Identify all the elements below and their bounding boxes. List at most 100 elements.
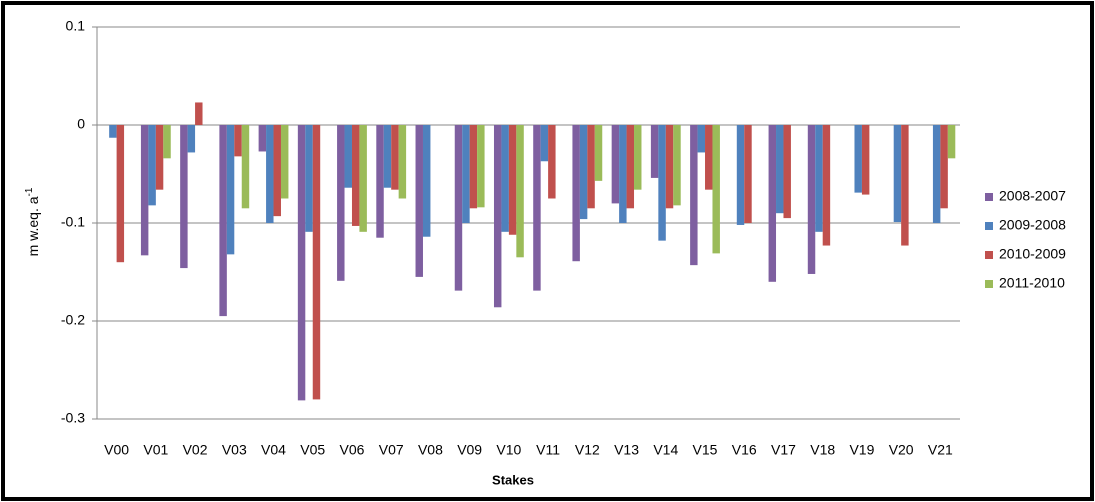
bar bbox=[148, 125, 156, 206]
bar bbox=[807, 125, 816, 274]
bar bbox=[540, 125, 549, 162]
bar bbox=[932, 125, 941, 223]
x-tick-label: V11 bbox=[536, 442, 560, 458]
bar bbox=[634, 125, 642, 190]
bar bbox=[650, 125, 659, 178]
x-axis-title: Stakes bbox=[492, 472, 534, 487]
bar bbox=[297, 125, 306, 401]
bar bbox=[893, 125, 902, 223]
bar bbox=[822, 125, 831, 246]
bar bbox=[768, 125, 777, 282]
x-tick-label: V05 bbox=[300, 442, 325, 458]
bar bbox=[337, 125, 345, 281]
bar bbox=[572, 125, 580, 262]
bar bbox=[815, 125, 823, 232]
bar bbox=[665, 125, 674, 209]
bar bbox=[712, 125, 720, 254]
bar bbox=[579, 125, 588, 220]
x-tick-label: V16 bbox=[732, 442, 757, 458]
legend-swatch bbox=[985, 280, 993, 288]
bar bbox=[376, 125, 384, 238]
bar bbox=[391, 125, 399, 190]
x-tick-label: V17 bbox=[771, 442, 796, 458]
x-tick-label: V08 bbox=[418, 442, 443, 458]
bar bbox=[690, 125, 698, 266]
legend-swatch bbox=[985, 222, 993, 230]
x-tick-label: V19 bbox=[849, 442, 874, 458]
y-axis-title: m w.eq. a-1 bbox=[24, 187, 41, 256]
bar bbox=[109, 125, 117, 138]
legend-label: 2009-2008 bbox=[999, 217, 1066, 233]
x-tick-label: V12 bbox=[575, 442, 600, 458]
legend-label: 2011-2010 bbox=[999, 275, 1065, 291]
bar bbox=[140, 125, 149, 256]
bar bbox=[705, 125, 713, 190]
bar bbox=[344, 125, 352, 188]
bar bbox=[180, 125, 188, 269]
bar bbox=[383, 125, 392, 188]
bar bbox=[155, 125, 164, 190]
bar bbox=[587, 125, 595, 209]
bar bbox=[516, 125, 524, 258]
bar bbox=[477, 125, 485, 208]
bar bbox=[422, 125, 431, 237]
bar bbox=[501, 125, 509, 232]
y-tick-label: 0 bbox=[77, 116, 85, 132]
x-tick-label: V09 bbox=[457, 442, 482, 458]
x-tick-label: V02 bbox=[183, 442, 208, 458]
bar bbox=[736, 125, 745, 225]
bar bbox=[234, 125, 242, 157]
bar bbox=[266, 125, 274, 223]
bar bbox=[783, 125, 791, 219]
bar bbox=[533, 125, 541, 291]
bar bbox=[626, 125, 635, 209]
bar bbox=[508, 125, 517, 235]
bar bbox=[658, 125, 666, 241]
bar bbox=[163, 125, 171, 159]
bar bbox=[280, 125, 289, 199]
x-tick-label: V03 bbox=[222, 442, 247, 458]
bar bbox=[493, 125, 502, 308]
legend-label: 2008-2007 bbox=[999, 188, 1066, 204]
bar bbox=[415, 125, 423, 277]
x-tick-label: V14 bbox=[653, 442, 678, 458]
x-tick-label: V15 bbox=[693, 442, 718, 458]
bar bbox=[398, 125, 407, 199]
bar bbox=[312, 125, 321, 400]
bar bbox=[611, 125, 620, 204]
y-axis-title-superscript: -1 bbox=[24, 187, 35, 196]
x-tick-label: V13 bbox=[614, 442, 639, 458]
x-tick-label: V06 bbox=[340, 442, 365, 458]
bar bbox=[744, 125, 752, 223]
x-tick-label: V00 bbox=[104, 442, 129, 458]
bar bbox=[305, 125, 313, 232]
x-tick-label: V21 bbox=[928, 442, 953, 458]
bar bbox=[940, 125, 948, 209]
bar bbox=[861, 125, 870, 195]
x-tick-label: V07 bbox=[379, 442, 404, 458]
bar bbox=[776, 125, 784, 214]
x-tick-label: V20 bbox=[889, 442, 914, 458]
bar bbox=[673, 125, 681, 206]
bar bbox=[901, 125, 909, 246]
bar bbox=[195, 102, 203, 125]
legend-label: 2010-2009 bbox=[999, 246, 1066, 262]
x-tick-label: V04 bbox=[261, 442, 286, 458]
bar bbox=[187, 125, 196, 153]
bar bbox=[273, 125, 281, 217]
x-tick-label: V18 bbox=[810, 442, 835, 458]
y-tick-label: -0.3 bbox=[61, 410, 85, 426]
y-tick-label: -0.2 bbox=[61, 312, 85, 328]
bar bbox=[226, 125, 235, 255]
bar bbox=[359, 125, 367, 232]
x-tick-label: V10 bbox=[496, 442, 521, 458]
bar bbox=[462, 125, 470, 223]
bar bbox=[469, 125, 478, 209]
bar bbox=[594, 125, 603, 181]
legend-swatch bbox=[985, 251, 993, 259]
y-axis-title-main: m w.eq. a bbox=[25, 196, 41, 256]
x-tick-label: V01 bbox=[143, 442, 168, 458]
bar bbox=[258, 125, 267, 152]
